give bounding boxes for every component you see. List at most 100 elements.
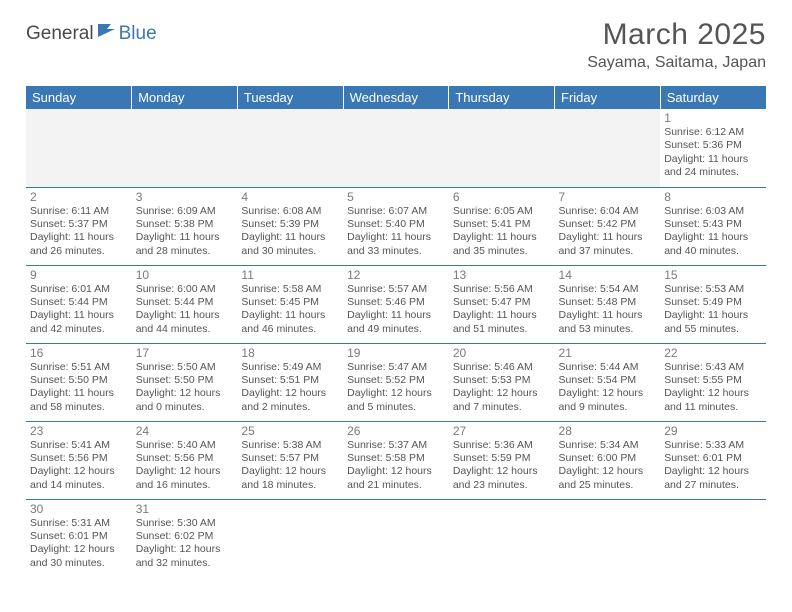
day-info: Sunrise: 5:33 AMSunset: 6:01 PMDaylight:… <box>664 439 762 493</box>
day-number: 25 <box>241 424 339 438</box>
day-cell: 3Sunrise: 6:09 AMSunset: 5:38 PMDaylight… <box>132 187 238 265</box>
day-cell: 23Sunrise: 5:41 AMSunset: 5:56 PMDayligh… <box>26 421 132 499</box>
logo-text-general: General <box>26 23 94 45</box>
day-info: Sunrise: 5:34 AMSunset: 6:00 PMDaylight:… <box>559 439 657 493</box>
day-cell: 20Sunrise: 5:46 AMSunset: 5:53 PMDayligh… <box>449 343 555 421</box>
col-friday: Friday <box>555 86 661 109</box>
day-cell: 8Sunrise: 6:03 AMSunset: 5:43 PMDaylight… <box>660 187 766 265</box>
day-number: 2 <box>30 190 128 204</box>
day-cell: 18Sunrise: 5:49 AMSunset: 5:51 PMDayligh… <box>237 343 343 421</box>
day-number: 24 <box>136 424 234 438</box>
day-cell: 9Sunrise: 6:01 AMSunset: 5:44 PMDaylight… <box>26 265 132 343</box>
day-info: Sunrise: 6:03 AMSunset: 5:43 PMDaylight:… <box>664 205 762 259</box>
day-info: Sunrise: 5:57 AMSunset: 5:46 PMDaylight:… <box>347 283 445 337</box>
day-info: Sunrise: 5:58 AMSunset: 5:45 PMDaylight:… <box>241 283 339 337</box>
day-info: Sunrise: 6:00 AMSunset: 5:44 PMDaylight:… <box>136 283 234 337</box>
day-cell: 22Sunrise: 5:43 AMSunset: 5:55 PMDayligh… <box>660 343 766 421</box>
day-cell: 24Sunrise: 5:40 AMSunset: 5:56 PMDayligh… <box>132 421 238 499</box>
day-number: 19 <box>347 346 445 360</box>
day-info: Sunrise: 5:46 AMSunset: 5:53 PMDaylight:… <box>453 361 551 415</box>
day-number: 28 <box>559 424 657 438</box>
col-wednesday: Wednesday <box>343 86 449 109</box>
day-number: 21 <box>559 346 657 360</box>
day-number: 23 <box>30 424 128 438</box>
week-row: 16Sunrise: 5:51 AMSunset: 5:50 PMDayligh… <box>26 343 766 421</box>
day-info: Sunrise: 5:51 AMSunset: 5:50 PMDaylight:… <box>30 361 128 415</box>
day-cell: 17Sunrise: 5:50 AMSunset: 5:50 PMDayligh… <box>132 343 238 421</box>
day-cell: 25Sunrise: 5:38 AMSunset: 5:57 PMDayligh… <box>237 421 343 499</box>
day-cell: 14Sunrise: 5:54 AMSunset: 5:48 PMDayligh… <box>555 265 661 343</box>
calendar-body: 1Sunrise: 6:12 AMSunset: 5:36 PMDaylight… <box>26 109 766 577</box>
day-number: 27 <box>453 424 551 438</box>
day-cell: 10Sunrise: 6:00 AMSunset: 5:44 PMDayligh… <box>132 265 238 343</box>
day-cell: 5Sunrise: 6:07 AMSunset: 5:40 PMDaylight… <box>343 187 449 265</box>
day-number: 17 <box>136 346 234 360</box>
day-info: Sunrise: 6:01 AMSunset: 5:44 PMDaylight:… <box>30 283 128 337</box>
day-cell: 2Sunrise: 6:11 AMSunset: 5:37 PMDaylight… <box>26 187 132 265</box>
day-cell <box>343 499 449 577</box>
day-info: Sunrise: 6:08 AMSunset: 5:39 PMDaylight:… <box>241 205 339 259</box>
day-cell: 6Sunrise: 6:05 AMSunset: 5:41 PMDaylight… <box>449 187 555 265</box>
day-header-row: Sunday Monday Tuesday Wednesday Thursday… <box>26 86 766 109</box>
day-number: 1 <box>664 111 762 125</box>
day-info: Sunrise: 5:31 AMSunset: 6:01 PMDaylight:… <box>30 517 128 571</box>
day-info: Sunrise: 6:04 AMSunset: 5:42 PMDaylight:… <box>559 205 657 259</box>
day-cell: 1Sunrise: 6:12 AMSunset: 5:36 PMDaylight… <box>660 109 766 187</box>
day-info: Sunrise: 5:38 AMSunset: 5:57 PMDaylight:… <box>241 439 339 493</box>
day-info: Sunrise: 6:05 AMSunset: 5:41 PMDaylight:… <box>453 205 551 259</box>
day-number: 22 <box>664 346 762 360</box>
day-info: Sunrise: 5:50 AMSunset: 5:50 PMDaylight:… <box>136 361 234 415</box>
day-info: Sunrise: 6:09 AMSunset: 5:38 PMDaylight:… <box>136 205 234 259</box>
day-info: Sunrise: 5:40 AMSunset: 5:56 PMDaylight:… <box>136 439 234 493</box>
week-row: 30Sunrise: 5:31 AMSunset: 6:01 PMDayligh… <box>26 499 766 577</box>
day-number: 8 <box>664 190 762 204</box>
day-cell <box>555 109 661 187</box>
day-cell: 4Sunrise: 6:08 AMSunset: 5:39 PMDaylight… <box>237 187 343 265</box>
day-info: Sunrise: 5:41 AMSunset: 5:56 PMDaylight:… <box>30 439 128 493</box>
day-number: 18 <box>241 346 339 360</box>
day-cell <box>660 499 766 577</box>
calendar-table: Sunday Monday Tuesday Wednesday Thursday… <box>26 86 766 577</box>
day-info: Sunrise: 5:44 AMSunset: 5:54 PMDaylight:… <box>559 361 657 415</box>
day-info: Sunrise: 6:07 AMSunset: 5:40 PMDaylight:… <box>347 205 445 259</box>
col-tuesday: Tuesday <box>237 86 343 109</box>
day-cell <box>132 109 238 187</box>
week-row: 1Sunrise: 6:12 AMSunset: 5:36 PMDaylight… <box>26 109 766 187</box>
day-number: 13 <box>453 268 551 282</box>
flag-icon <box>97 22 117 42</box>
day-number: 10 <box>136 268 234 282</box>
day-number: 30 <box>30 502 128 516</box>
day-info: Sunrise: 6:11 AMSunset: 5:37 PMDaylight:… <box>30 205 128 259</box>
day-cell: 19Sunrise: 5:47 AMSunset: 5:52 PMDayligh… <box>343 343 449 421</box>
day-cell: 27Sunrise: 5:36 AMSunset: 5:59 PMDayligh… <box>449 421 555 499</box>
day-cell <box>555 499 661 577</box>
day-number: 11 <box>241 268 339 282</box>
day-number: 6 <box>453 190 551 204</box>
day-cell <box>449 109 555 187</box>
day-info: Sunrise: 5:49 AMSunset: 5:51 PMDaylight:… <box>241 361 339 415</box>
logo: General Blue <box>26 22 157 45</box>
day-number: 5 <box>347 190 445 204</box>
logo-text-blue: Blue <box>119 23 157 45</box>
day-number: 12 <box>347 268 445 282</box>
day-number: 20 <box>453 346 551 360</box>
day-cell: 21Sunrise: 5:44 AMSunset: 5:54 PMDayligh… <box>555 343 661 421</box>
day-cell <box>237 499 343 577</box>
day-cell <box>26 109 132 187</box>
day-cell: 29Sunrise: 5:33 AMSunset: 6:01 PMDayligh… <box>660 421 766 499</box>
day-info: Sunrise: 5:53 AMSunset: 5:49 PMDaylight:… <box>664 283 762 337</box>
day-info: Sunrise: 5:56 AMSunset: 5:47 PMDaylight:… <box>453 283 551 337</box>
day-number: 9 <box>30 268 128 282</box>
day-cell <box>343 109 449 187</box>
day-number: 15 <box>664 268 762 282</box>
day-number: 16 <box>30 346 128 360</box>
day-cell: 7Sunrise: 6:04 AMSunset: 5:42 PMDaylight… <box>555 187 661 265</box>
day-info: Sunrise: 5:37 AMSunset: 5:58 PMDaylight:… <box>347 439 445 493</box>
week-row: 9Sunrise: 6:01 AMSunset: 5:44 PMDaylight… <box>26 265 766 343</box>
col-monday: Monday <box>132 86 238 109</box>
week-row: 2Sunrise: 6:11 AMSunset: 5:37 PMDaylight… <box>26 187 766 265</box>
day-cell <box>237 109 343 187</box>
col-sunday: Sunday <box>26 86 132 109</box>
day-info: Sunrise: 5:36 AMSunset: 5:59 PMDaylight:… <box>453 439 551 493</box>
day-info: Sunrise: 5:47 AMSunset: 5:52 PMDaylight:… <box>347 361 445 415</box>
